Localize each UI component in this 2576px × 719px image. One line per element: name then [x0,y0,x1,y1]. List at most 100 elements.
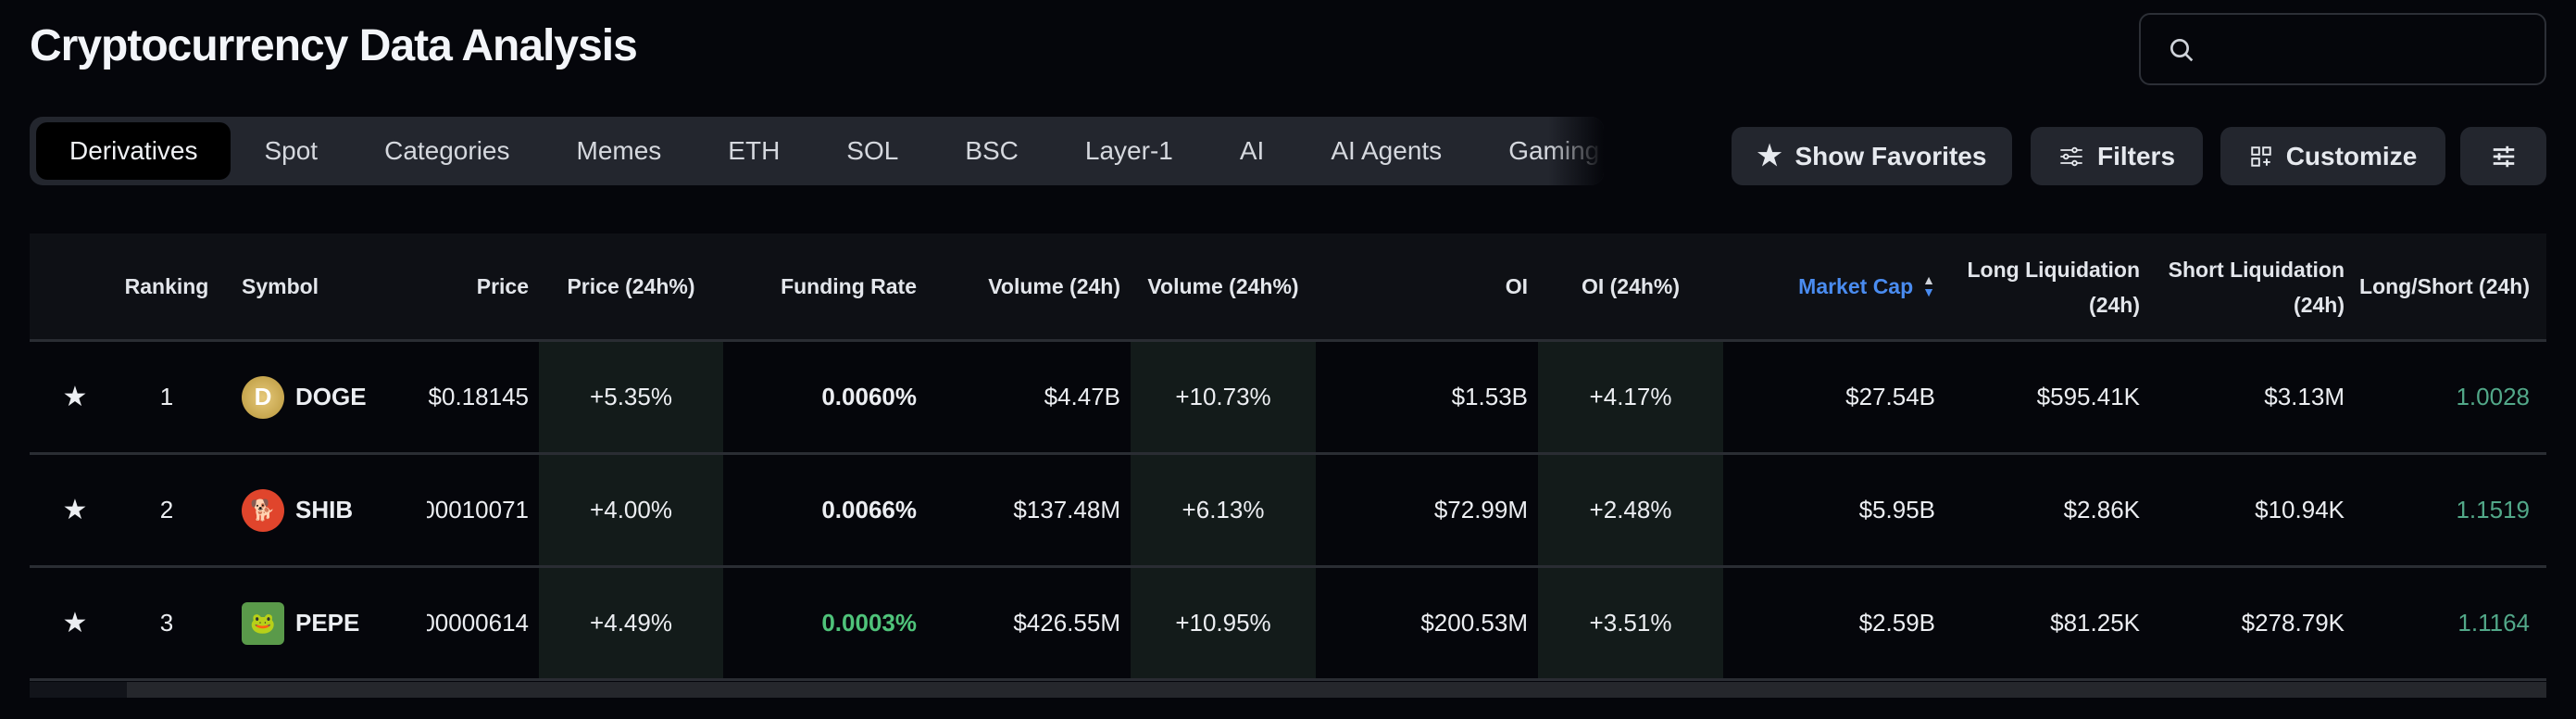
volume: $137.48M [1013,496,1120,523]
long-short-ratio: 1.1164 [2457,609,2530,637]
oi-24h: +4.17% [1538,342,1723,452]
volume-24h: +6.13% [1131,455,1316,565]
oi: $1.53B [1451,383,1528,410]
rank: 2 [159,496,174,523]
table-header: Ranking Symbol Price Price (24h%) Fundin… [30,233,2546,342]
derivatives-table: Ranking Symbol Price Price (24h%) Fundin… [30,233,2546,681]
header-favorite [30,233,120,339]
tab-spot[interactable]: Spot [264,136,319,165]
market-cap: $5.95B [1858,496,1935,523]
header-ranking[interactable]: Ranking [124,273,209,298]
symbol: DOGE [295,383,367,410]
shib-icon: 🐕 [242,488,284,532]
market-cap-label: Market Cap [1798,273,1914,298]
tab-sol[interactable]: SOL [846,136,899,165]
short-liquidation: $3.13M [2264,383,2345,410]
price-24h: +5.35% [539,342,723,452]
symbol: SHIB [295,496,354,523]
header-oi-24h[interactable]: OI (24h%) [1538,233,1723,339]
volume: $426.55M [1013,609,1120,637]
tab-bsc[interactable]: BSC [965,136,1019,165]
tab-derivatives[interactable]: Derivatives [36,122,231,180]
header-price[interactable]: Price [476,273,529,298]
show-favorites-label: Show Favorites [1794,141,1987,170]
tab-ai-agents[interactable]: AI Agents [1331,136,1443,165]
favorite-star-icon[interactable]: ★ [62,495,88,525]
tab-gaming[interactable]: Gaming [1508,136,1600,165]
header-price-24h[interactable]: Price (24h%) [539,233,723,339]
category-tabs: Derivatives Spot Categories Memes ETH SO… [30,117,1604,185]
header-market-cap[interactable]: Market Cap ▲ ▼ [1723,233,1945,339]
symbol: PEPE [295,609,360,637]
long-liquidation: $81.25K [2050,609,2140,637]
market-cap: $2.59B [1858,609,1935,637]
long-liq-line2: (24h) [2089,293,2140,317]
show-favorites-button[interactable]: ★ Show Favorites [1732,127,2012,185]
long-short-ratio: 1.0028 [2456,383,2530,410]
header-volume-24h[interactable]: Volume (24h%) [1131,233,1316,339]
search-icon [2170,39,2194,62]
volume-24h: +10.95% [1131,568,1316,678]
volume-24h: +10.73% [1131,342,1316,452]
price-24h: +4.00% [539,455,723,565]
price: $0.00000614 [427,609,529,637]
table-row[interactable]: ★ 1 D DOGE $0.18145 +5.35% 0.0060% $4.47B… [30,342,2546,455]
symbol-cell[interactable]: 🐕 SHIB [213,455,427,565]
funding-rate: 0.0060% [821,383,917,410]
sliders-icon [2060,146,2082,166]
tab-memes[interactable]: Memes [576,136,662,165]
short-liquidation: $10.94K [2255,496,2345,523]
oi-24h: +2.48% [1538,455,1723,565]
scrollbar-thumb[interactable] [30,682,127,698]
header-volume[interactable]: Volume (24h) [988,273,1120,298]
symbol-cell[interactable]: D DOGE [213,342,427,452]
favorite-star-icon[interactable]: ★ [62,608,88,638]
funding-rate: 0.0003% [821,609,917,637]
funding-rate: 0.0066% [821,496,917,523]
tab-ai[interactable]: AI [1239,136,1265,165]
short-liq-line2: (24h) [2294,293,2345,317]
short-liquidation: $278.79K [2241,609,2345,637]
adjust-icon [2493,145,2514,167]
customize-button[interactable]: Customize [2220,127,2445,185]
favorite-star-icon[interactable]: ★ [62,382,88,412]
header-long-liquidation[interactable]: Long Liquidation (24h) [1945,233,2150,339]
settings-button[interactable] [2460,127,2546,185]
oi-24h: +3.51% [1538,568,1723,678]
customize-label: Customize [2285,141,2418,170]
doge-icon: D [242,375,284,419]
star-icon: ★ [1757,141,1782,171]
long-liquidation: $2.86K [2063,496,2140,523]
tab-eth[interactable]: ETH [728,136,781,165]
page-title: Cryptocurrency Data Analysis [30,21,638,70]
horizontal-scrollbar[interactable] [30,682,2546,698]
header-short-liquidation[interactable]: Short Liquidation (24h) [2150,233,2355,339]
table-row[interactable]: ★ 3 🐸 PEPE $0.00000614 +4.49% 0.0003% $42… [30,568,2546,681]
header-symbol[interactable]: Symbol [242,273,319,298]
oi: $72.99M [1433,496,1528,523]
oi: $200.53M [1420,609,1528,637]
grid-plus-icon [2250,145,2271,167]
price: $0.000010071 [427,496,529,523]
tab-layer-1[interactable]: Layer-1 [1084,136,1173,165]
rank: 1 [159,383,174,410]
sort-icon: ▲ ▼ [1922,272,1935,299]
table-row[interactable]: ★ 2 🐕 SHIB $0.000010071 +4.00% 0.0066% $1… [30,455,2546,568]
symbol-cell[interactable]: 🐸 PEPE [213,568,427,678]
search-input[interactable] [2139,13,2546,85]
long-liq-line1: Long Liquidation [1967,258,2140,282]
price-24h: +4.49% [539,568,723,678]
tab-categories[interactable]: Categories [384,136,510,165]
long-liquidation: $595.41K [2036,383,2140,410]
header-funding-rate[interactable]: Funding Rate [781,273,917,298]
market-cap: $27.54B [1845,383,1935,410]
filters-button[interactable]: Filters [2031,127,2203,185]
rank: 3 [159,609,174,637]
pepe-icon: 🐸 [242,601,284,645]
price: $0.18145 [428,383,529,410]
volume: $4.47B [1044,383,1120,410]
long-short-ratio: 1.1519 [2456,496,2530,523]
header-oi[interactable]: OI [1505,273,1528,298]
header-long-short[interactable]: Long/Short (24h) [2359,273,2530,298]
filters-label: Filters [2096,141,2176,170]
